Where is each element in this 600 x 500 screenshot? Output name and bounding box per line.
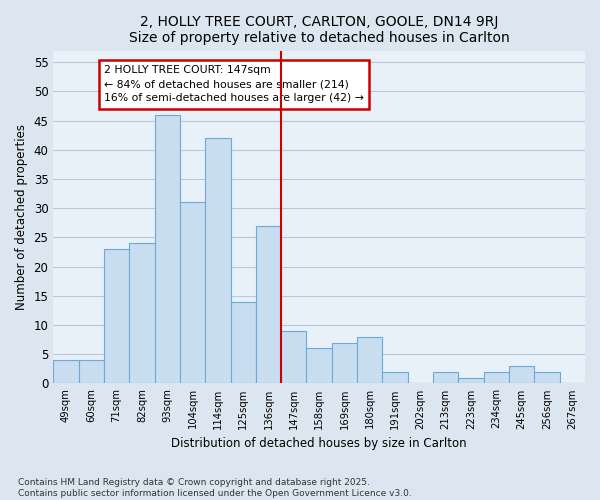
Bar [104, 249, 129, 384]
Bar [535, 372, 560, 384]
Text: Contains HM Land Registry data © Crown copyright and database right 2025.
Contai: Contains HM Land Registry data © Crown c… [18, 478, 412, 498]
Bar [382, 372, 408, 384]
Bar [484, 372, 509, 384]
Bar [155, 115, 180, 384]
Bar [332, 342, 357, 384]
Y-axis label: Number of detached properties: Number of detached properties [15, 124, 28, 310]
Title: 2, HOLLY TREE COURT, CARLTON, GOOLE, DN14 9RJ
Size of property relative to detac: 2, HOLLY TREE COURT, CARLTON, GOOLE, DN1… [129, 15, 509, 45]
Bar [180, 202, 205, 384]
Text: 2 HOLLY TREE COURT: 147sqm
← 84% of detached houses are smaller (214)
16% of sem: 2 HOLLY TREE COURT: 147sqm ← 84% of deta… [104, 65, 364, 103]
X-axis label: Distribution of detached houses by size in Carlton: Distribution of detached houses by size … [172, 437, 467, 450]
Bar [79, 360, 104, 384]
Bar [53, 360, 79, 384]
Bar [357, 336, 382, 384]
Bar [307, 348, 332, 384]
Bar [509, 366, 535, 384]
Bar [129, 244, 155, 384]
Bar [433, 372, 458, 384]
Bar [458, 378, 484, 384]
Bar [281, 331, 307, 384]
Bar [205, 138, 230, 384]
Bar [256, 226, 281, 384]
Bar [230, 302, 256, 384]
